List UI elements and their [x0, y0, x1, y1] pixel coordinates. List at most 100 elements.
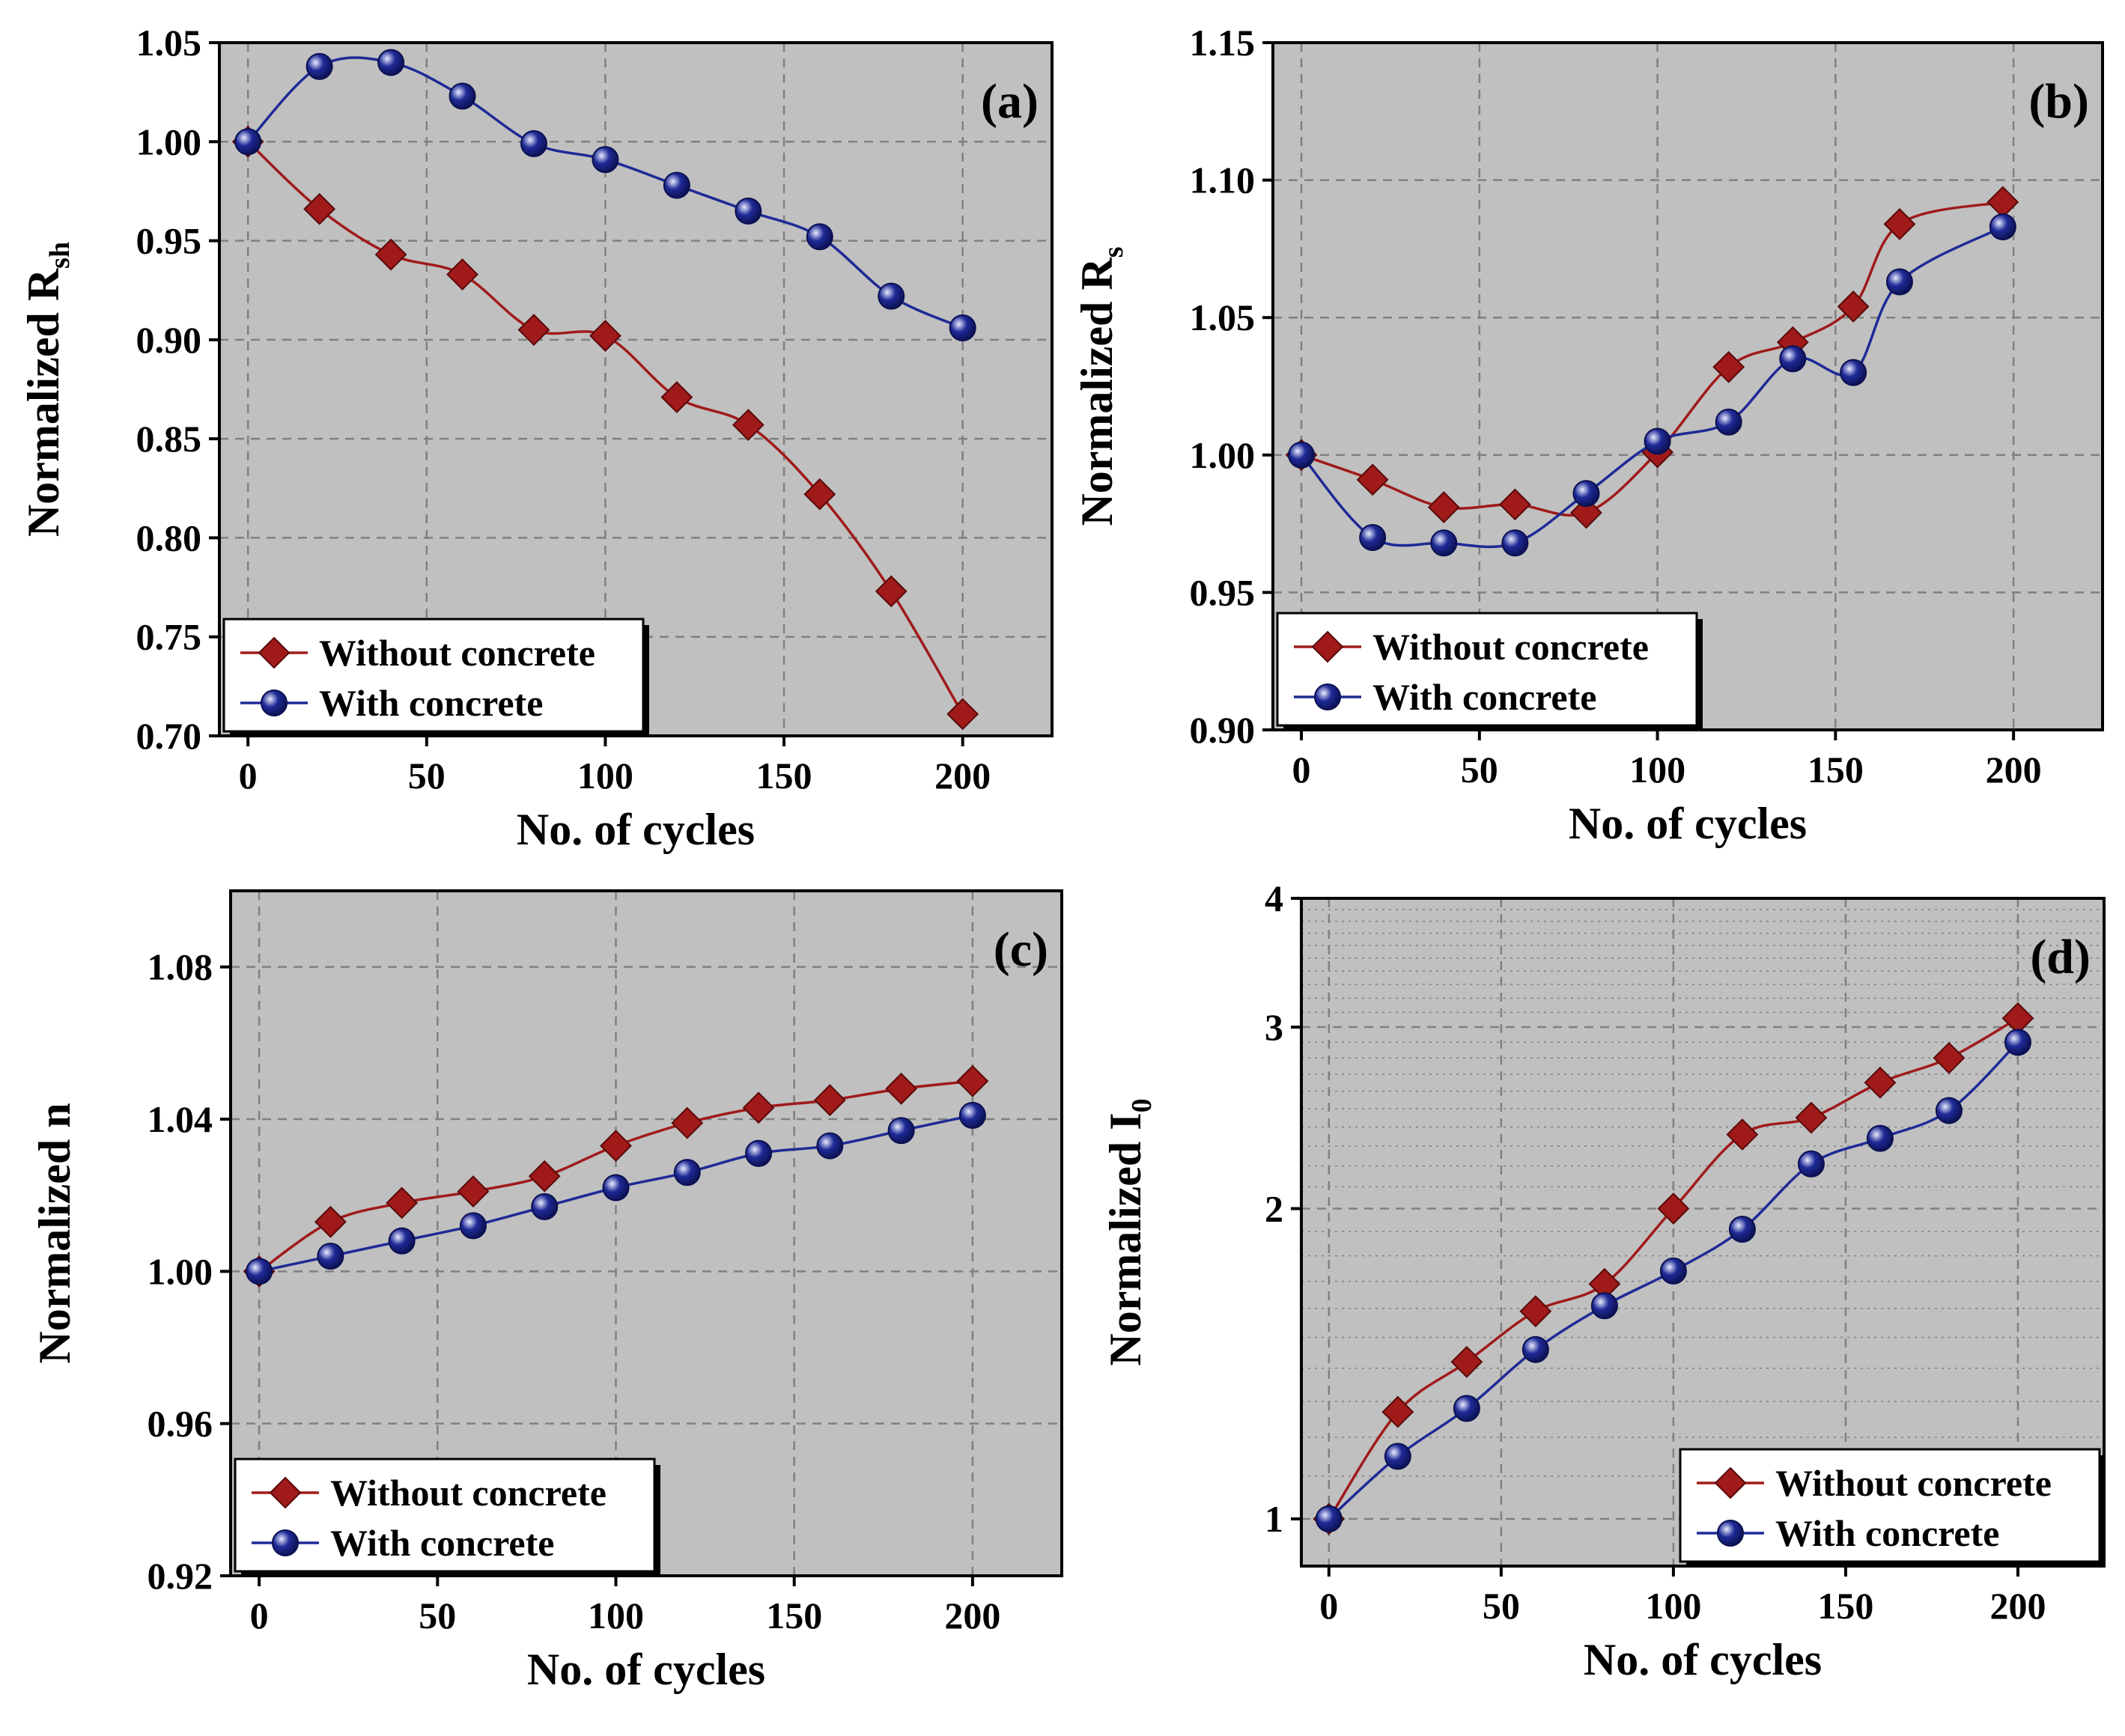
panel-a-with-concrete-point [234, 128, 262, 156]
panel-a-y-axis-title: Normalized Rsh [19, 242, 76, 537]
panel-c-without-concrete-point [528, 1160, 561, 1193]
panel-d-y-tick-label: 3 [1265, 1006, 1283, 1048]
panel-b-y-tick-label: 1.15 [1190, 22, 1256, 64]
panel-b-x-tick-label: 50 [1461, 749, 1498, 791]
panel-d-with-concrete-point [1521, 1335, 1549, 1363]
panel-b-label: (b) [2028, 74, 2089, 129]
panel-b-without-concrete-point [1570, 496, 1602, 529]
panel-c-x-tick-label: 50 [419, 1595, 456, 1636]
panel-d-y-tick-label: 4 [1265, 877, 1283, 919]
panel-c-legend: Without concrete With concrete [234, 1458, 660, 1577]
panel-c-with-concrete-point [531, 1193, 559, 1220]
panel-d-y-tick-label: 1 [1265, 1498, 1283, 1540]
panel-d-legend-box [1679, 1448, 2101, 1563]
panel-a-with-concrete-point [449, 82, 476, 110]
panel-a-legend: Without concrete With concrete [222, 618, 649, 737]
panel-a-x-tick-label: 0 [239, 755, 258, 797]
panel-c-without-concrete-point [457, 1175, 490, 1207]
panel-c-with-concrete-point [958, 1101, 986, 1129]
panel-a-with-concrete-point [735, 197, 762, 225]
panel-c-with-concrete-point [317, 1243, 344, 1270]
panel-d-without-concrete-point [1657, 1193, 1690, 1225]
panel-c-y-axis-title: Normalized n [30, 1103, 79, 1363]
panel-b-with-concrete-point [1288, 441, 1316, 469]
panel-a-x-tick-label: 50 [408, 755, 446, 797]
panel-a-y-axis-title-subscript: sh [44, 242, 76, 269]
panel-d-with-concrete-point [1315, 1505, 1343, 1532]
panel-c-with-concrete-point [388, 1227, 416, 1255]
panel-a-legend-label-without: Without concrete [319, 632, 595, 674]
panel-a-without-concrete-point [732, 409, 764, 442]
panel-c-x-axis-title: No. of cycles [527, 1645, 765, 1694]
panel-d-without-concrete-point [1864, 1066, 1897, 1099]
panel-b-with-concrete-point [1885, 268, 1913, 296]
panel-c-x-tick-label: 200 [944, 1595, 1000, 1636]
panel-d-legend-label-without: Without concrete [1775, 1462, 2052, 1504]
panel-d-y-axis-title-subscript: 0 [1126, 1098, 1158, 1112]
panel-d-without-concrete-point [1381, 1395, 1414, 1428]
panel-b-with-concrete-point [1644, 427, 1671, 455]
panel-d-with-concrete-point [1797, 1150, 1825, 1178]
panel-b-legend-label-without: Without concrete [1372, 626, 1649, 668]
panel-a-without-concrete-point [875, 575, 908, 608]
panel-b-chart: 0 50 100 150 200 0.90 0.95 1.00 1.05 1.10 1.15 No. … [1072, 22, 2104, 848]
panel-d-legend-marker-with [1717, 1520, 1744, 1547]
panel-b-with-concrete-point [1501, 529, 1529, 557]
panel-a-with-concrete-point [592, 146, 619, 174]
panel-c-with-concrete-point [602, 1174, 630, 1202]
panel-a-without-concrete-point [660, 381, 693, 413]
panel-b-legend: Without concrete With concrete [1276, 612, 1703, 731]
panel-a-without-concrete-point [946, 698, 979, 731]
panel-c-without-concrete-point [956, 1065, 989, 1097]
panel-d-x-tick-label: 100 [1645, 1585, 1701, 1627]
panel-b-without-concrete-point [1427, 491, 1460, 523]
panel-b-without-concrete-point [1837, 290, 1870, 323]
panel-a-y-tick-label: 0.70 [136, 715, 202, 757]
panel-b-x-tick-label: 150 [1808, 749, 1864, 791]
panel-d-x-tick-label: 50 [1483, 1585, 1520, 1627]
panel-a-y-tick-label: 0.80 [136, 517, 202, 558]
panel-c-chart: 0 50 100 150 200 0.92 0.96 1.00 1.04 1.08 No. of c… [30, 889, 1063, 1694]
panel-d-with-concrete-point [1384, 1443, 1411, 1470]
panel-c-y-tick-label: 1.00 [148, 1250, 213, 1292]
panel-a-without-concrete-point [589, 320, 621, 352]
panel-a-with-concrete-point [663, 171, 690, 199]
panel-c-with-concrete-point [816, 1132, 844, 1160]
panel-d-x-tick-label: 200 [1989, 1585, 2046, 1627]
panel-c-with-concrete-point [745, 1139, 773, 1167]
panel-a-y-tick-label: 0.75 [136, 616, 202, 658]
panel-a-legend-marker-without [258, 636, 291, 669]
panel-b-with-concrete-point [1430, 529, 1458, 557]
panel-d-with-concrete-point [1728, 1216, 1756, 1243]
panel-b-legend-label-with: With concrete [1372, 676, 1596, 718]
panel-a-x-axis-title: No. of cycles [517, 805, 755, 854]
panel-b-without-concrete-point [1712, 350, 1745, 383]
panel-c-without-concrete-point [742, 1091, 775, 1124]
panel-b-with-concrete-point [1840, 359, 1867, 386]
panel-c-without-concrete-point [671, 1106, 704, 1139]
panel-c-with-concrete-point [673, 1159, 701, 1187]
panel-b-with-concrete-point [1779, 345, 1807, 373]
panel-a-chart: 0 50 100 150 200 0.70 0.75 0.80 0.85 0.90 0.95 1.00… [19, 22, 1054, 854]
panel-b-x-tick-label: 200 [1986, 749, 2042, 791]
panel-d-legend-label-with: With concrete [1775, 1512, 1999, 1554]
panel-a-legend-marker-with [261, 689, 288, 716]
panel-d-with-concrete-point [1935, 1097, 1963, 1124]
panel-a-without-concrete-point [446, 258, 478, 290]
panel-d-chart: 0 50 100 150 200 1 2 3 4 No. of cycles Normalized … [1101, 877, 2106, 1684]
panel-b-without-concrete-point [1498, 488, 1531, 521]
panel-b-y-axis-title: Normalized Rs [1072, 246, 1129, 526]
panel-b-x-tick-label: 0 [1292, 749, 1311, 791]
panel-d-with-concrete-point [1453, 1395, 1480, 1422]
panel-a-with-concrete-point [878, 282, 905, 310]
panel-c-without-concrete-point [885, 1072, 918, 1105]
panel-a-with-concrete-point [377, 49, 405, 76]
panel-a-y-axis-title-main: Normalized R [19, 268, 68, 537]
panel-d-with-concrete-point [1866, 1124, 1894, 1152]
panel-c-label: (c) [994, 922, 1048, 977]
panel-c-y-tick-label: 1.08 [148, 946, 213, 988]
panel-b-with-concrete-point [1715, 408, 1742, 436]
panel-c-y-tick-label: 1.04 [148, 1098, 213, 1140]
panel-d-y-axis-title: Normalized I0 [1101, 1098, 1158, 1365]
